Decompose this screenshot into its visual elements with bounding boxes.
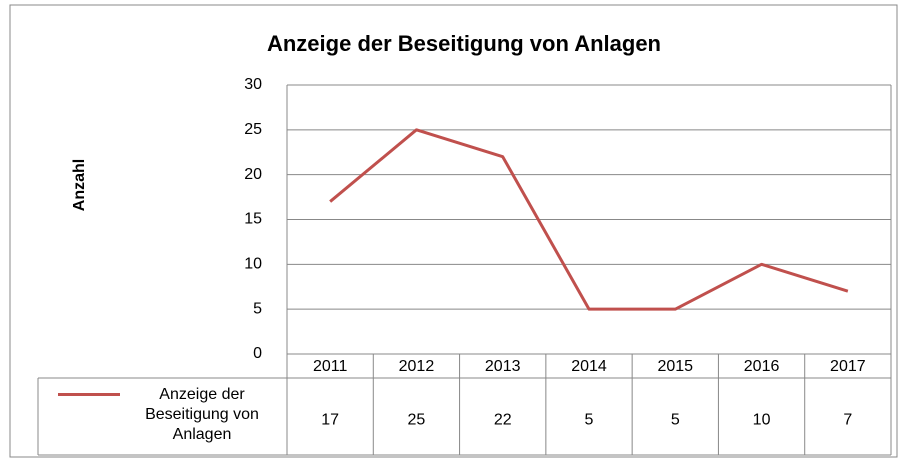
x-tick-label: 2011 [313,358,348,375]
y-tick-label: 5 [253,300,262,317]
series-line [329,128,849,311]
x-tick-label: 2012 [399,358,435,375]
x-tick-label: 2017 [830,358,866,375]
x-tick-label: 2014 [571,358,607,375]
y-axis-label: Anzahl [71,159,88,211]
chart-title: Anzeige der Beseitigung von Anlagen [267,31,661,56]
table-value: 7 [843,412,852,429]
table-value: 25 [408,412,426,429]
chart-border [9,4,898,458]
y-tick-label: 0 [253,345,262,362]
table-value: 22 [494,412,512,429]
y-tick-label: 20 [244,166,262,183]
table-value: 5 [671,412,680,429]
legend-entry: Anzeige der Beseitigung von Anlagen [145,385,259,443]
table-value: 17 [321,412,339,429]
legend-entry-box: Anzeige der Beseitigung von Anlagen [145,385,259,443]
y-tick-label: 10 [244,256,262,273]
x-tick-label: 2016 [744,358,780,375]
table-value: 10 [753,412,771,429]
x-tick-label: 2015 [657,358,693,375]
table-value: 5 [585,412,594,429]
y-tick-label: 25 [244,121,262,138]
y-tick-label: 15 [244,211,262,228]
x-tick-label: 2013 [485,358,521,375]
y-tick-label: 30 [244,76,262,93]
